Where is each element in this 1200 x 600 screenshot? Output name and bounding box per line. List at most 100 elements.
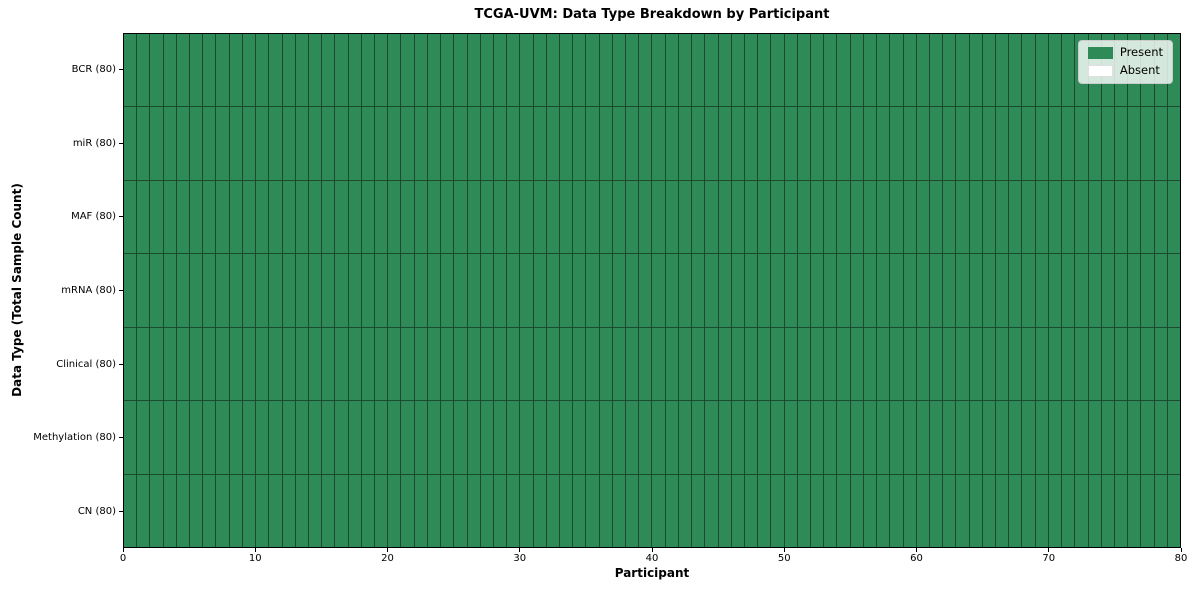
heatmap-cell [335, 474, 348, 547]
heatmap-cell [877, 401, 890, 474]
heatmap-cell [137, 34, 150, 107]
heatmap-cell [269, 327, 282, 401]
heatmap-cell [811, 107, 824, 180]
heatmap-cell [361, 107, 375, 180]
x-tick-label: 80 [1174, 553, 1188, 564]
heatmap-cell [520, 327, 533, 401]
heatmap-cell [612, 327, 626, 401]
heatmap-cell [203, 34, 216, 107]
heatmap-cell [586, 107, 599, 180]
heatmap-cell [124, 34, 137, 107]
heatmap-cell [507, 107, 520, 180]
heatmap-cell [929, 254, 943, 327]
heatmap-cell [203, 401, 216, 474]
heatmap-cell [811, 474, 824, 547]
heatmap-cell [692, 474, 705, 547]
heatmap-cell [203, 180, 216, 254]
x-tick-label: 10 [248, 553, 262, 564]
heatmap-cell [678, 327, 692, 401]
heatmap-cell [546, 107, 559, 180]
heatmap-cell [877, 180, 890, 254]
heatmap-cell [982, 180, 996, 254]
heatmap-cell [269, 254, 282, 327]
heatmap-cell [573, 180, 586, 254]
heatmap-cell [1141, 474, 1154, 547]
heatmap-cell [308, 34, 322, 107]
heatmap-cell [124, 327, 137, 401]
heatmap-cell [956, 327, 969, 401]
heatmap-cell [626, 180, 639, 254]
heatmap-cell [929, 180, 943, 254]
heatmap-cell [176, 107, 190, 180]
heatmap-cell [414, 34, 427, 107]
heatmap-cell [1062, 327, 1075, 401]
heatmap-cell [1128, 474, 1141, 547]
heatmap-cell [361, 254, 375, 327]
heatmap-cell [996, 254, 1009, 327]
heatmap-cell [850, 474, 863, 547]
heatmap-cell [454, 474, 467, 547]
heatmap-cell [124, 474, 137, 547]
heatmap-cell [1035, 254, 1048, 327]
heatmap-cell [203, 254, 216, 327]
heatmap-cell [639, 107, 652, 180]
heatmap-cell [1154, 107, 1167, 180]
heatmap-cell [929, 107, 943, 180]
heatmap-cell [1101, 254, 1114, 327]
heatmap-cell [731, 254, 744, 327]
heatmap-cell [454, 107, 467, 180]
heatmap-cell [639, 254, 652, 327]
heatmap-cell [797, 107, 811, 180]
heatmap-cell [850, 327, 863, 401]
heatmap-cell [560, 180, 573, 254]
heatmap-cell [877, 327, 890, 401]
heatmap-cell [388, 401, 401, 474]
heatmap-cell [969, 474, 982, 547]
heatmap-cell [335, 254, 348, 327]
heatmap-cell [1154, 180, 1167, 254]
heatmap-cell [692, 254, 705, 327]
heatmap-cell [256, 34, 269, 107]
heatmap-cell [308, 327, 322, 401]
heatmap-cell [361, 327, 375, 401]
heatmap-cell [573, 474, 586, 547]
heatmap-cell [467, 327, 480, 401]
heatmap-cell [427, 401, 441, 474]
y-tick-mark [119, 142, 123, 144]
heatmap-cell [282, 180, 295, 254]
heatmap-cell [850, 254, 863, 327]
heatmap-cell [599, 34, 612, 107]
heatmap-cell [705, 34, 718, 107]
heatmap-cell [190, 107, 203, 180]
heatmap-cell [493, 327, 507, 401]
heatmap-cell [1048, 107, 1062, 180]
y-tick-label: Clinical (80) [56, 358, 116, 370]
heatmap-cell [731, 474, 744, 547]
heatmap-cell [295, 107, 308, 180]
heatmap-cell [414, 107, 427, 180]
heatmap-cell [1114, 254, 1128, 327]
heatmap-cell [322, 401, 335, 474]
heatmap-cell [652, 34, 665, 107]
heatmap-cell [771, 107, 784, 180]
heatmap-cell [850, 34, 863, 107]
heatmap-cell [335, 34, 348, 107]
heatmap-cell [203, 474, 216, 547]
heatmap-cell [599, 401, 612, 474]
heatmap-cell [401, 180, 414, 254]
heatmap-cell [124, 401, 137, 474]
heatmap-cell [388, 474, 401, 547]
heatmap-cell [467, 180, 480, 254]
heatmap-cell [996, 107, 1009, 180]
y-axis-row: Clinical (80) [0, 327, 123, 401]
heatmap-cell [612, 401, 626, 474]
heatmap-cell [176, 327, 190, 401]
heatmap-cell [190, 254, 203, 327]
x-tick-mark [783, 548, 785, 552]
heatmap-cell [269, 180, 282, 254]
x-tick-mark [519, 548, 521, 552]
heatmap-cell [877, 474, 890, 547]
heatmap-cell [137, 474, 150, 547]
heatmap-cell [599, 327, 612, 401]
heatmap-cell [678, 401, 692, 474]
